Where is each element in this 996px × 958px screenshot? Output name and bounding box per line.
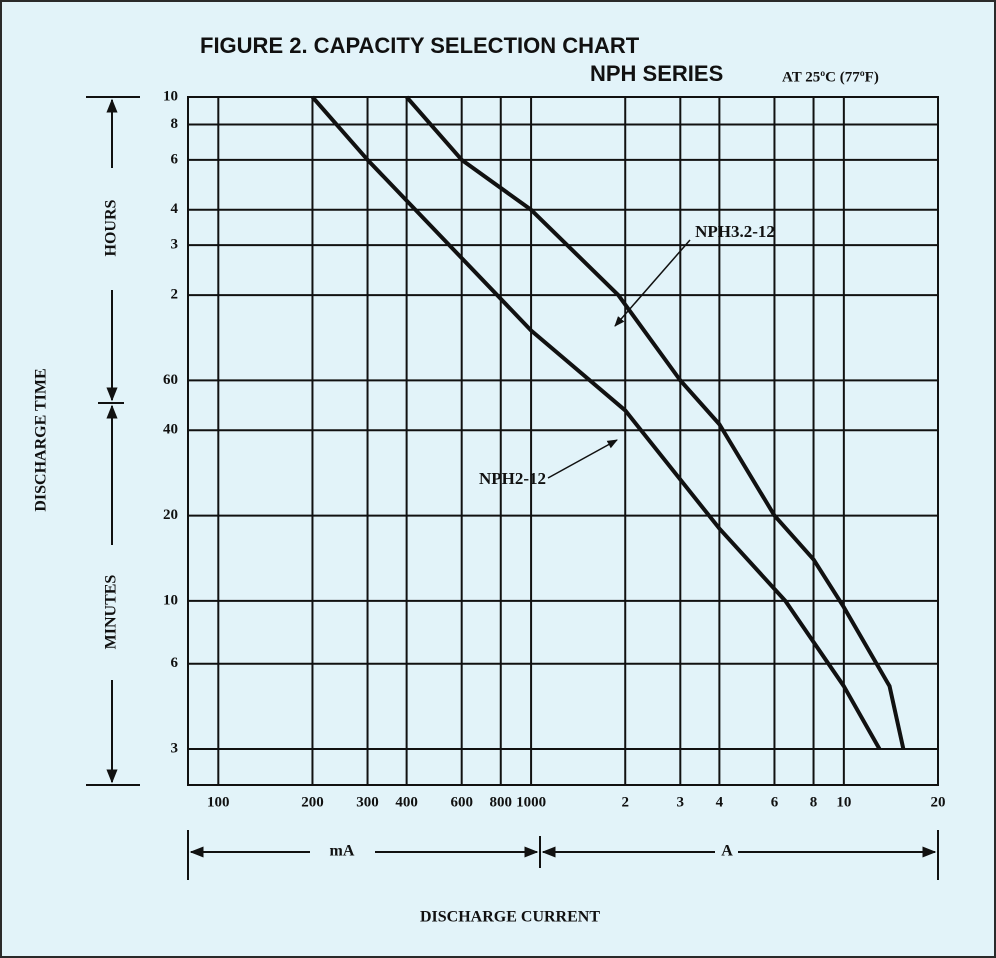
condition: AT 25ºC (77ºF) [782,69,879,85]
x-tick-label: 6 [771,794,779,810]
y-tick-label: 10 [163,88,178,104]
x-tick-label: 400 [395,794,418,810]
callout-arrow [614,239,691,327]
y-tick-label: 6 [171,151,179,167]
y-tick-label: 60 [163,372,178,388]
y-axis-label: DISCHARGE TIME [33,368,50,511]
chart-subtitle: NPH SERIES [590,61,723,86]
x-tick-label: 4 [716,794,724,810]
callout-arrow [547,439,618,479]
x-tick-label: 600 [450,794,473,810]
y-tick-label: 10 [163,592,178,608]
x-tick-label: 3 [677,794,685,810]
a-label: A [721,843,733,860]
hours-label: HOURS [103,199,120,256]
x-tick-label: 100 [207,794,230,810]
y-tick-label: 3 [171,740,179,756]
x-tick-label: 2 [621,794,629,810]
series-line [405,95,906,750]
y-bracket [86,96,140,786]
series-line [310,95,882,751]
x-tick-label: 10 [836,794,851,810]
legend-label: NPH2-12 [479,469,546,488]
x-tick-label: 8 [810,794,818,810]
x-tick-label: 800 [490,794,513,810]
x-tick-label: 300 [356,794,379,810]
y-tick-label: 2 [171,287,179,303]
x-axis-label: DISCHARGE CURRENT [420,909,600,926]
y-tick-label: 4 [171,201,179,217]
y-tick-label: 20 [163,507,178,523]
chart-title: FIGURE 2. CAPACITY SELECTION CHART [200,33,640,58]
x-tick-label: 20 [931,794,946,810]
y-tick-label: 40 [163,422,178,438]
legend-label: NPH3.2-12 [695,222,775,241]
x-tick-label: 200 [301,794,324,810]
x-tick-label: 1000 [516,794,546,810]
y-tick-label: 6 [171,655,179,671]
minutes-label: MINUTES [103,575,120,650]
y-tick-label: 8 [171,116,179,132]
ma-label: mA [330,843,355,860]
x-bracket [187,830,939,880]
y-tick-label: 3 [171,237,179,253]
